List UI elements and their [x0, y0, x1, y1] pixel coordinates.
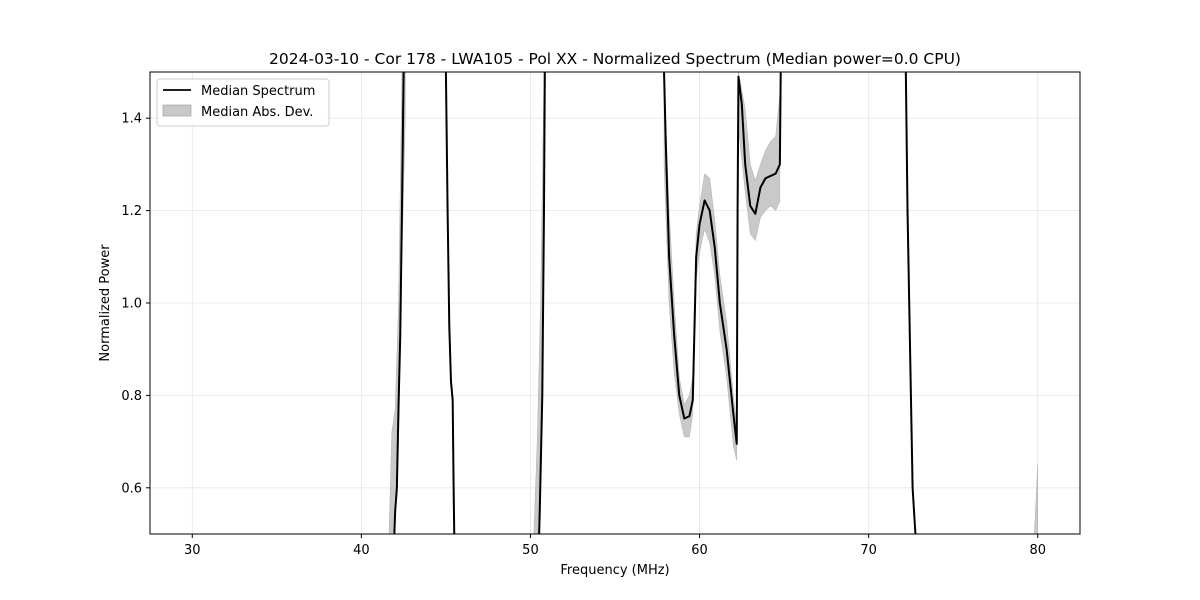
chart-title: 2024-03-10 - Cor 178 - LWA105 - Pol XX -…	[269, 50, 961, 68]
y-tick-label: 1.2	[121, 204, 142, 219]
median-line-segment	[393, 72, 405, 534]
x-tick-label: 60	[691, 543, 708, 558]
x-tick-label: 40	[353, 543, 370, 558]
x-tick-label: 70	[860, 543, 877, 558]
axis-ticks: 30 40 50 60 70 80 0.6 0.8 1.0 1.2 1.4	[121, 112, 1046, 558]
legend-label-mad: Median Abs. Dev.	[201, 105, 313, 120]
legend: Median Spectrum Median Abs. Dev.	[156, 78, 330, 127]
median-line-segment	[904, 72, 917, 534]
x-axis-label: Frequency (MHz)	[560, 563, 669, 578]
mad-band-segment	[1034, 464, 1038, 534]
mad-band-segment	[663, 72, 781, 461]
median-line-segment	[444, 72, 456, 534]
y-tick-label: 0.6	[121, 481, 142, 496]
grid	[150, 72, 1080, 534]
y-tick-label: 1.0	[121, 297, 142, 312]
legend-patch-mad	[162, 104, 192, 117]
median-line-segment	[538, 72, 546, 534]
median-lines	[393, 72, 917, 534]
x-tick-label: 80	[1029, 543, 1046, 558]
median-line-segment	[663, 72, 782, 445]
legend-box	[156, 78, 330, 127]
y-axis-label: Normalized Power	[98, 244, 113, 362]
y-tick-label: 0.8	[121, 389, 142, 404]
x-tick-label: 50	[522, 543, 539, 558]
y-tick-label: 1.4	[121, 112, 142, 127]
legend-label-median: Median Spectrum	[201, 84, 315, 99]
x-tick-label: 30	[184, 543, 201, 558]
